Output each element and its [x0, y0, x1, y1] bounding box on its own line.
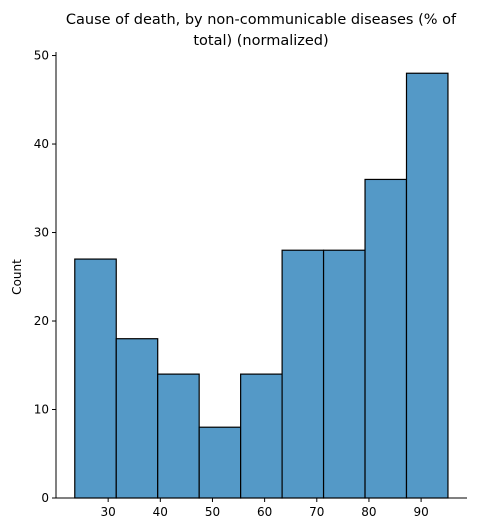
x-tick-label: 70	[309, 505, 324, 519]
x-tick-label: 90	[413, 505, 428, 519]
chart-title-line-2: total) (normalized)	[193, 33, 328, 49]
x-tick-label: 80	[361, 505, 376, 519]
x-tick-label: 60	[257, 505, 272, 519]
x-axis: 30 40 50 60 70 80 90	[56, 497, 467, 519]
histogram-bars	[74, 72, 449, 499]
y-tick-label: 40	[34, 137, 49, 151]
histogram-bar	[322, 249, 366, 499]
x-tick-label: 30	[101, 505, 116, 519]
histogram-bar	[405, 72, 449, 499]
histogram-bar	[364, 178, 408, 499]
y-axis-label: Count	[10, 259, 24, 295]
y-tick-label: 50	[34, 49, 49, 63]
y-tick-label: 20	[34, 314, 49, 328]
histogram-bar	[157, 373, 200, 499]
chart-title-line-1: Cause of death, by non-communicable dise…	[66, 12, 457, 28]
y-axis: 0 10 20 30 40 50	[34, 49, 57, 505]
x-tick-label: 50	[205, 505, 220, 519]
x-tick-label: 40	[153, 505, 168, 519]
histogram-bar	[74, 258, 117, 499]
chart-title: Cause of death, by non-communicable dise…	[66, 12, 457, 49]
histogram-bar	[240, 373, 283, 499]
y-tick-label: 30	[34, 226, 49, 240]
y-tick-label: 10	[34, 403, 49, 417]
histogram-bar	[115, 338, 159, 499]
histogram-bar	[281, 249, 325, 499]
y-tick-label: 0	[41, 491, 49, 505]
histogram-bar	[198, 426, 242, 499]
